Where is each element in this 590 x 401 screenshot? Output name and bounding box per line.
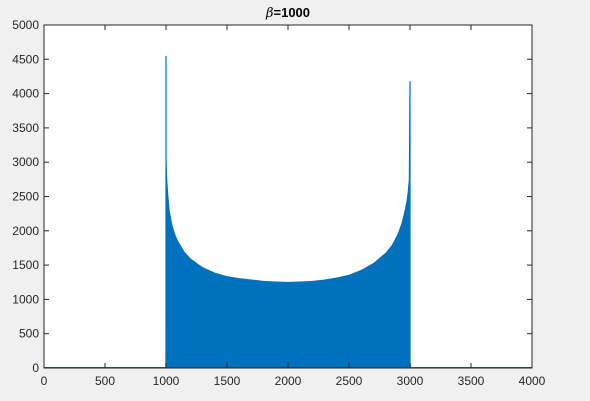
x-tick-label: 2500 [336,374,363,388]
y-tick-label: 4500 [12,52,39,66]
x-tick-label: 1500 [214,374,241,388]
x-tick-label: 3000 [397,374,424,388]
y-tick-label: 1500 [12,258,39,272]
y-tick-label: 3500 [12,121,39,135]
x-axis-ticks: 0 500 1000 1500 2000 2500 3000 3500 4000 [41,25,546,388]
x-tick-label: 2000 [275,374,302,388]
y-tick-label: 2000 [12,224,39,238]
x-tick-label: 0 [41,374,48,388]
x-tick-label: 4000 [519,374,546,388]
peak-spikes [165,55,411,368]
x-tick-label: 1000 [153,374,180,388]
y-tick-label: 0 [32,361,39,375]
y-tick-label: 3000 [12,155,39,169]
x-tick-label: 3500 [458,374,485,388]
y-axis-ticks: 0 500 1000 1500 2000 2500 3000 3500 4000 4500 5000 [12,18,532,375]
y-tick-label: 4000 [12,87,39,101]
y-tick-label: 1000 [12,292,39,306]
x-tick-label: 500 [95,374,115,388]
y-tick-label: 5000 [12,18,39,32]
chart-title-rest: =1000 [274,5,311,20]
chart-title-symbol: β [265,6,274,21]
y-tick-label: 500 [19,327,39,341]
y-tick-label: 2500 [12,190,39,204]
chart-title: β=1000 [265,5,310,21]
